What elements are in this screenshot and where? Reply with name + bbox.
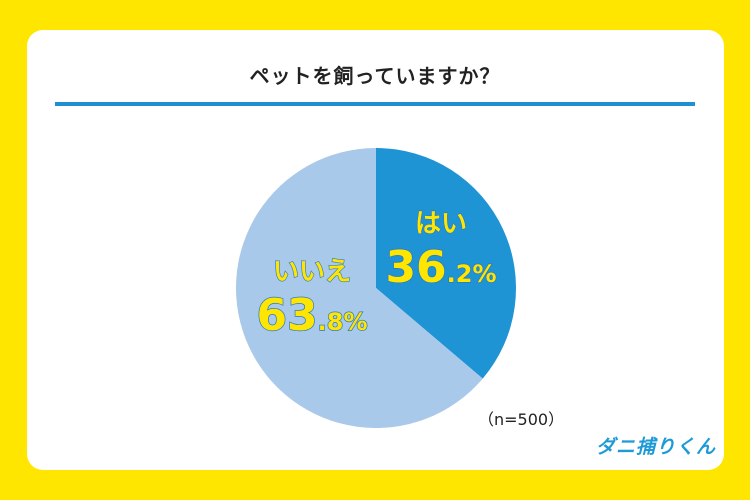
slice-label-no: いいえ [273,257,351,287]
slice-value-no: 63.8% [256,290,367,341]
pie-slice-yes [376,148,516,379]
sample-size-note: （n=500） [478,410,565,429]
slice-value-yes: 36.2% [385,242,496,293]
slice-label-yes: はい [415,209,467,239]
brand-logo: ダニ捕りくん [596,436,717,458]
title-underline [55,102,695,106]
pie-slice-no [235,148,483,428]
chart-title: ペットを飼っていますか？ [249,64,501,88]
